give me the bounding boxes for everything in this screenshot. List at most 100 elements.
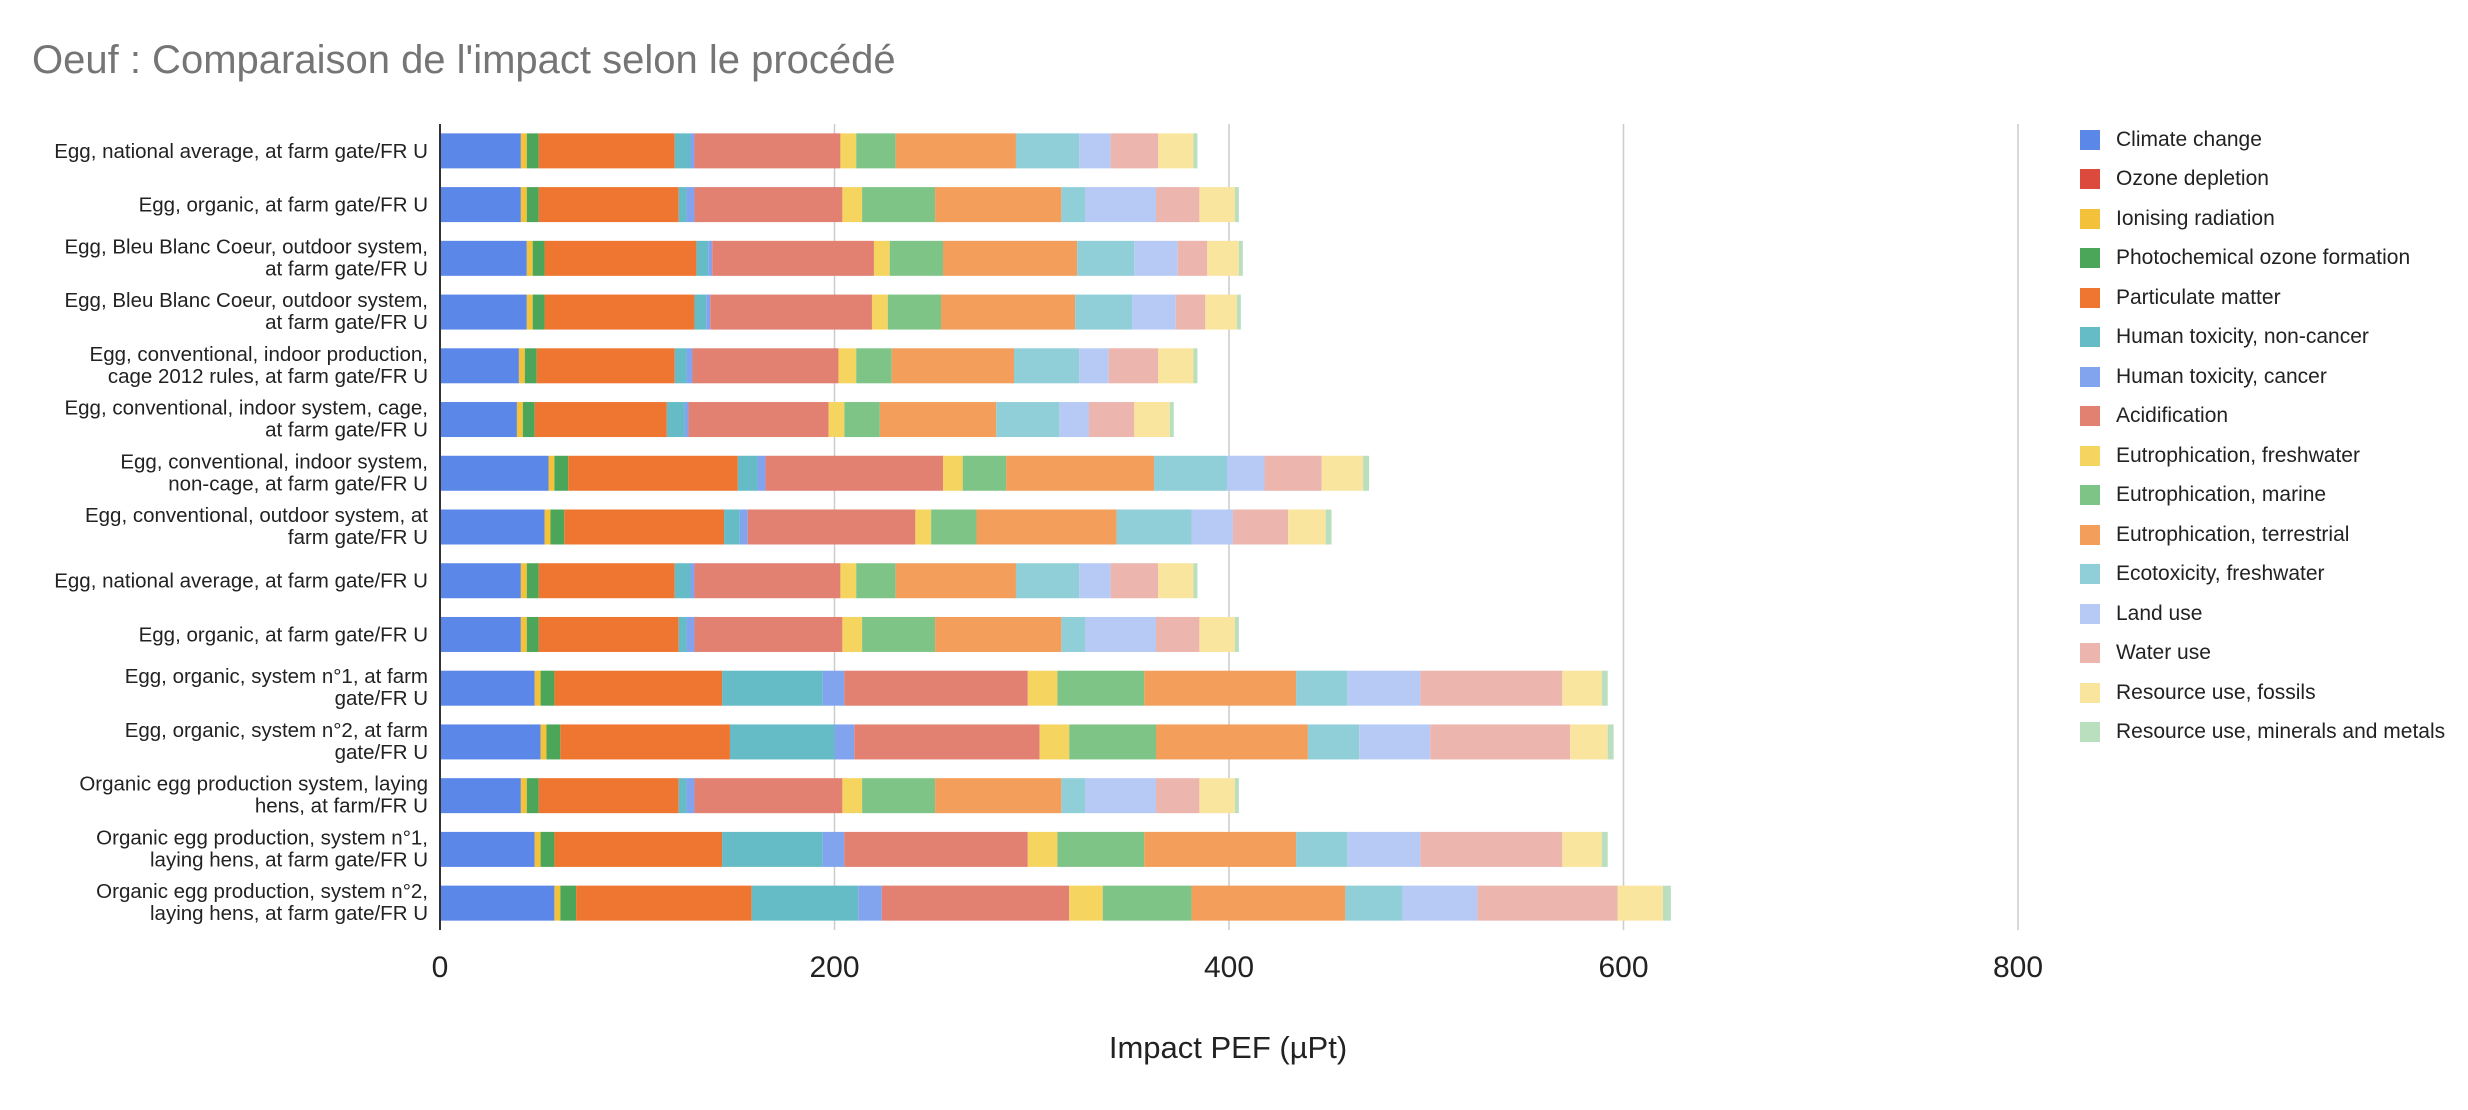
bar-segment [544,509,551,545]
bar-segment [550,509,565,545]
bar-segment [842,187,863,223]
bar-segment [1234,616,1239,652]
legend-swatch [2080,603,2100,624]
legend-item: Resource use, fossils [2080,673,2465,713]
bar-segment [532,240,545,276]
bar-segment [440,509,545,545]
bar-segment [1154,455,1228,491]
legend-label: Ecotoxicity, freshwater [2116,562,2325,586]
bar-segment [1359,724,1431,760]
bar-segment [1069,885,1103,921]
bar-segment [1077,240,1135,276]
bar-segment [1177,240,1208,276]
bar-segment [1363,455,1370,491]
bar-segment [686,348,693,384]
bar-segment [1296,831,1348,867]
bar-segment [915,509,932,545]
chart-title: Oeuf : Comparaison de l'impact selon le … [32,38,896,82]
category-labels: Egg, national average, at farm gate/FR U… [54,140,428,925]
bar-segment [526,187,539,223]
bar-segment [871,294,888,330]
bar-segment [516,402,523,438]
legend-item: Eutrophication, terrestrial [2080,515,2465,555]
bar-segment [560,885,577,921]
bar-segment [1110,133,1158,169]
bar-segment [1193,133,1198,169]
bar-segment [1264,455,1322,491]
bar-segment [1617,885,1663,921]
legend-item: Resource use, minerals and metals [2080,713,2465,753]
bar-row [440,885,1671,921]
bar-segment [1085,187,1157,223]
bar-segment [729,724,835,760]
bar-row [440,455,1370,491]
bar-segment [440,778,521,814]
legend-swatch [2080,129,2100,150]
legend-swatch [2080,564,2100,585]
bar-segment [1059,402,1089,438]
bar-segment [666,402,685,438]
legend-item: Ionising radiation [2080,199,2465,239]
bar-segment [1234,778,1239,814]
legend-swatch [2080,643,2100,664]
bar-segment [935,778,1062,814]
legend-swatch [2080,722,2100,743]
bar-segment [1085,616,1157,652]
bar-segment [534,831,541,867]
bar-row [440,294,1241,330]
bar-segment [538,563,675,599]
bar-segment [522,402,535,438]
bar-segment [544,240,697,276]
legend-label: Climate change [2116,127,2262,151]
legend-item: Climate change [2080,120,2465,160]
bar-segment [942,455,963,491]
bar-segment [1075,294,1133,330]
bar-segment [710,294,872,330]
legend-item: Human toxicity, cancer [2080,357,2465,397]
bar-segment [1061,187,1086,223]
bar-segment [538,778,679,814]
bar-segment [822,670,845,706]
bar-segment [1199,187,1235,223]
bar-segment [678,187,687,223]
bar-segment [1006,455,1155,491]
bar-segment [1144,670,1297,706]
bar-segment [1069,724,1157,760]
bar-segment [674,348,687,384]
bar-segment [838,348,857,384]
bar-segment [440,455,549,491]
bar-segment [1156,778,1200,814]
legend-label: Land use [2116,601,2203,625]
bar-segment [538,187,679,223]
bar-segment [440,348,519,384]
x-tick-label: 800 [1993,951,2043,984]
bar-segment [1199,616,1235,652]
legend-label: Resource use, minerals and metals [2116,720,2446,744]
bar-segment [548,455,555,491]
bar-segment [1175,294,1206,330]
category-label: Egg, organic, system n°1, at farm gate/FR… [125,665,428,710]
bar-segment [1207,240,1239,276]
bar-segment [844,831,1028,867]
bar-row [440,670,1608,706]
category-label: Egg, Bleu Blanc Coeur, outdoor system, at… [64,235,428,280]
bar-segment [1288,509,1326,545]
bar-row [440,348,1198,384]
bar-segment [540,724,547,760]
bar-segment [554,885,561,921]
bar-segment [526,240,533,276]
bar-segment [1057,831,1145,867]
bar-segment [518,348,525,384]
bar-segment [1027,670,1058,706]
bar-segment [526,778,539,814]
legend-swatch [2080,208,2100,229]
bar-segment [1321,455,1364,491]
bar-segment [564,509,725,545]
bar-segment [862,778,936,814]
legend-item: Eutrophication, marine [2080,476,2465,516]
bar-segment [1420,670,1563,706]
bar-segment [576,885,752,921]
bar-segment [1061,616,1086,652]
bar-segment [1234,187,1239,223]
legend-swatch [2080,524,2100,545]
